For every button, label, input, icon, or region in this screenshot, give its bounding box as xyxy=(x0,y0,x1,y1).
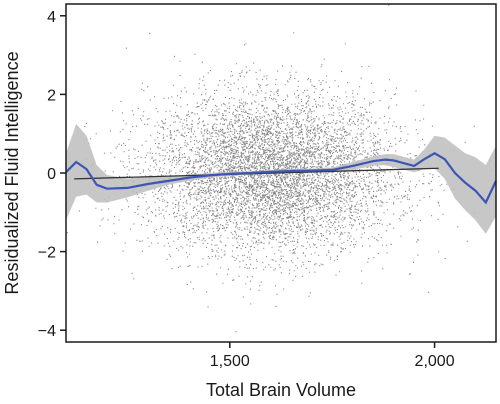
x-axis-label: Total Brain Volume xyxy=(206,380,356,400)
y-axis: −4 −2 0 2 4 xyxy=(38,9,66,340)
y-tick-label: 0 xyxy=(47,166,56,183)
x-tick-label: 2,000 xyxy=(415,353,455,370)
y-axis-label: Residualized Fluid Intelligence xyxy=(2,51,22,294)
x-axis: 1,500 2,000 xyxy=(210,342,455,370)
y-tick-label: 2 xyxy=(47,87,56,104)
y-tick-label: −4 xyxy=(38,323,56,340)
y-tick-label: 4 xyxy=(47,9,56,26)
loess-curve xyxy=(65,152,497,205)
confidence-band xyxy=(66,123,496,234)
x-tick-label: 1,500 xyxy=(210,353,250,370)
y-tick-label: −2 xyxy=(38,245,56,262)
